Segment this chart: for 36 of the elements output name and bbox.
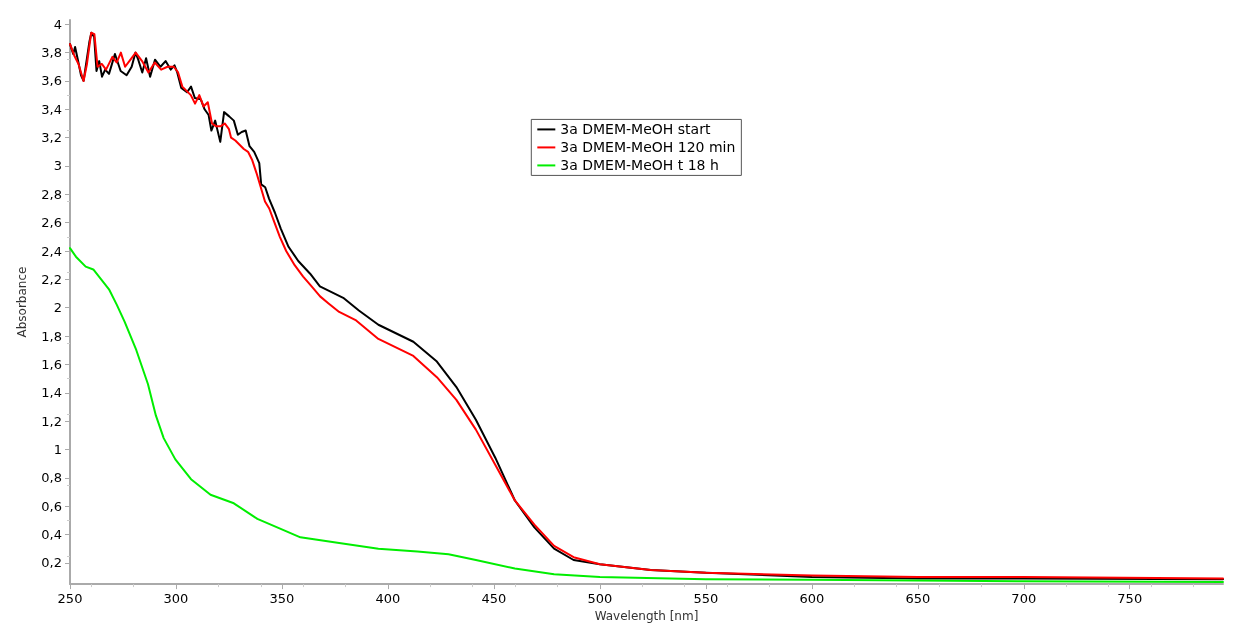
x-tick-label: 500 (587, 591, 613, 607)
y-tick-label: 0,8 (41, 470, 62, 486)
x-axis-title: Wavelength [nm] (594, 609, 699, 623)
x-tick-label: 350 (269, 591, 295, 607)
x-tick-label: 600 (799, 591, 825, 607)
legend-label: 3a DMEM-MeOH 120 min (560, 139, 736, 156)
y-tick-label: 3 (53, 158, 62, 174)
y-tick-label: 1,2 (41, 413, 62, 429)
x-tick-label: 650 (905, 591, 931, 607)
y-tick-label: 0,6 (41, 498, 62, 514)
y-tick-label: 2,2 (41, 271, 62, 287)
y-tick-label: 2,6 (41, 215, 62, 231)
y-tick-label: 1,8 (41, 328, 62, 344)
x-tick-label: 250 (57, 591, 83, 607)
legend-label: 3a DMEM-MeOH t 18 h (560, 157, 719, 174)
y-tick-label: 2,4 (41, 243, 62, 259)
y-tick-label: 3,4 (41, 101, 62, 117)
y-tick-label: 3,2 (41, 130, 62, 146)
x-tick-label: 300 (163, 591, 189, 607)
y-tick-label: 2 (53, 300, 62, 316)
y-tick-label: 0,4 (41, 526, 62, 542)
x-tick-label: 400 (375, 591, 401, 607)
y-tick-label: 1 (53, 441, 62, 457)
y-tick-label: 2,8 (41, 186, 62, 202)
y-tick-label: 1,6 (41, 356, 62, 372)
x-tick-label: 700 (1011, 591, 1037, 607)
y-axis-title: Absorbance (15, 266, 29, 338)
x-tick-label: 450 (481, 591, 507, 607)
y-tick-label: 3,8 (41, 45, 62, 61)
y-tick-label: 0,2 (41, 555, 62, 571)
y-tick-label: 4 (53, 16, 62, 32)
legend-label: 3a DMEM-MeOH start (560, 121, 711, 138)
x-tick-label: 750 (1117, 591, 1143, 607)
x-tick-label: 550 (693, 591, 719, 607)
y-tick-label: 3,6 (41, 73, 62, 89)
y-tick-label: 1,4 (41, 385, 62, 401)
